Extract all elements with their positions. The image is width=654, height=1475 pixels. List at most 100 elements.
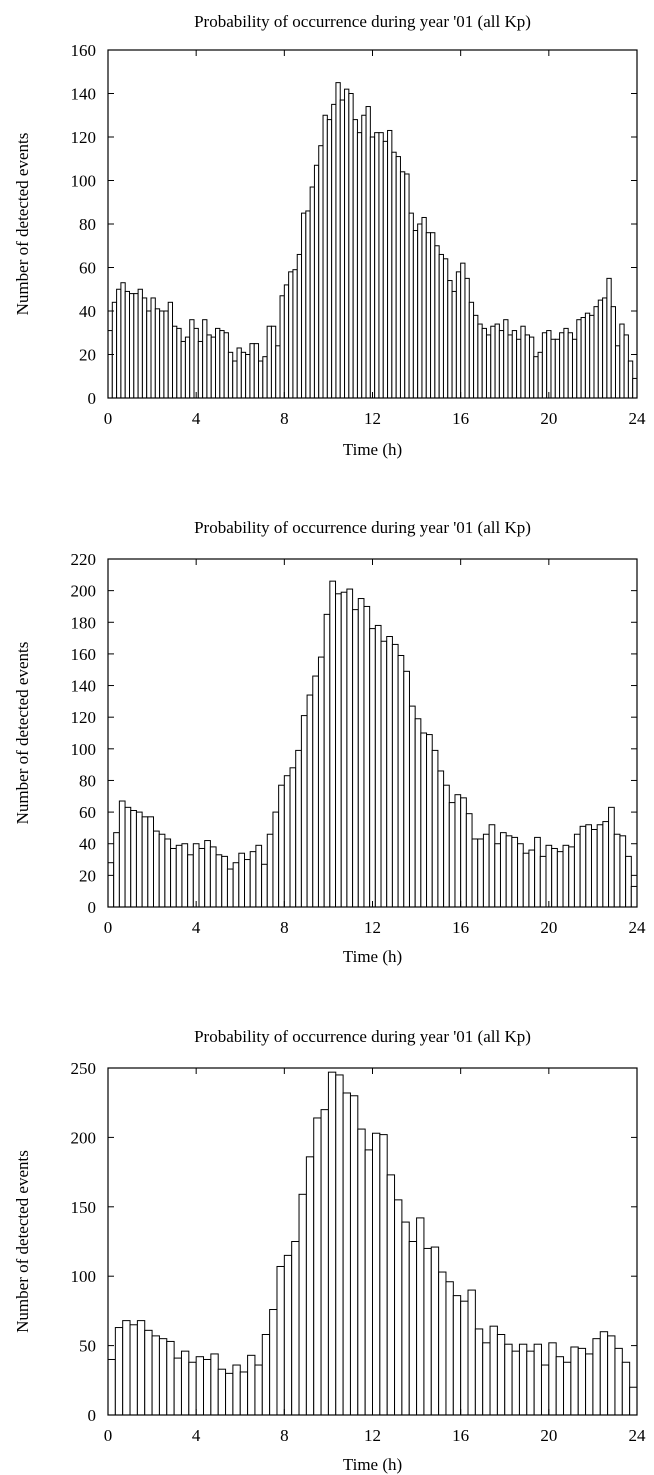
bar bbox=[511, 330, 518, 399]
bar bbox=[120, 282, 126, 399]
bar bbox=[313, 164, 320, 399]
bar bbox=[498, 330, 505, 399]
bar bbox=[474, 1328, 484, 1416]
y-tick-label: 20 bbox=[79, 866, 96, 885]
bar bbox=[326, 119, 333, 399]
bar bbox=[158, 833, 166, 908]
bar bbox=[438, 253, 444, 399]
bar bbox=[394, 1199, 403, 1416]
bar bbox=[335, 593, 342, 908]
bar bbox=[189, 319, 195, 399]
bar bbox=[283, 284, 290, 399]
bar bbox=[361, 114, 367, 399]
bar bbox=[504, 1343, 513, 1416]
bar bbox=[437, 770, 445, 908]
bar bbox=[511, 1350, 520, 1416]
bar bbox=[517, 843, 524, 908]
bar bbox=[401, 1221, 410, 1416]
x-tick-label: 20 bbox=[540, 918, 557, 937]
bar bbox=[597, 299, 604, 399]
bar bbox=[266, 325, 272, 399]
bar bbox=[369, 628, 376, 908]
bar bbox=[551, 847, 558, 908]
chart-panel-2: 0 20 40 60 80 100 120 140 160 180 200 220 0 4 8 12 16 20 2… bbox=[13, 518, 646, 966]
chart-title: Probability of occurrence during year '0… bbox=[194, 1027, 531, 1046]
bar bbox=[107, 862, 115, 908]
bar bbox=[489, 1325, 498, 1416]
bar bbox=[266, 833, 274, 908]
bar bbox=[596, 824, 604, 908]
bar bbox=[518, 1343, 528, 1416]
bar bbox=[275, 345, 281, 399]
bar bbox=[209, 846, 217, 908]
bar bbox=[485, 334, 492, 399]
y-tick-label: 20 bbox=[79, 346, 96, 365]
bar bbox=[570, 1346, 579, 1416]
bar bbox=[629, 1386, 638, 1416]
y-tick-label: 0 bbox=[88, 898, 97, 917]
bar bbox=[206, 334, 212, 399]
bar bbox=[511, 836, 519, 908]
bar bbox=[614, 345, 621, 399]
bar bbox=[602, 297, 608, 399]
bar bbox=[537, 351, 543, 399]
bar bbox=[576, 319, 582, 399]
bar bbox=[507, 334, 513, 399]
bar bbox=[197, 340, 204, 399]
bar bbox=[468, 301, 475, 399]
bar bbox=[625, 855, 632, 908]
bar bbox=[159, 310, 165, 399]
bar bbox=[227, 351, 234, 399]
bar bbox=[150, 297, 156, 399]
bar bbox=[380, 640, 388, 908]
bar bbox=[261, 863, 268, 908]
y-tick-label: 140 bbox=[71, 85, 97, 104]
bar bbox=[563, 1361, 572, 1416]
bar bbox=[312, 675, 319, 908]
bar bbox=[283, 775, 291, 908]
bar bbox=[291, 1241, 300, 1416]
bar bbox=[522, 852, 530, 908]
bar bbox=[114, 1327, 124, 1416]
bar bbox=[176, 327, 182, 399]
bar bbox=[249, 851, 257, 908]
bar bbox=[533, 356, 539, 399]
bar bbox=[348, 93, 354, 399]
bar bbox=[137, 288, 143, 399]
bar bbox=[590, 828, 598, 908]
bar bbox=[573, 833, 581, 908]
y-tick-label: 100 bbox=[71, 740, 97, 759]
bar bbox=[559, 332, 565, 399]
bar bbox=[129, 1324, 138, 1416]
y-tick-label: 40 bbox=[79, 835, 96, 854]
bar bbox=[408, 212, 414, 399]
bar bbox=[116, 288, 122, 399]
bar bbox=[460, 1300, 469, 1416]
bar bbox=[298, 1193, 307, 1416]
bar bbox=[607, 1335, 616, 1416]
bar bbox=[272, 811, 280, 908]
bar bbox=[571, 338, 578, 399]
bar bbox=[404, 173, 410, 399]
bar bbox=[296, 253, 303, 399]
bar bbox=[245, 354, 251, 399]
bar bbox=[534, 836, 541, 908]
bar bbox=[369, 136, 376, 399]
bar bbox=[232, 1364, 241, 1416]
bar bbox=[505, 835, 513, 908]
bar bbox=[425, 232, 432, 399]
x-tick-label: 16 bbox=[452, 918, 469, 937]
bar bbox=[627, 360, 634, 399]
bar bbox=[221, 855, 228, 908]
bar bbox=[382, 140, 389, 399]
bar bbox=[465, 813, 473, 908]
bar bbox=[111, 301, 118, 399]
bar bbox=[623, 334, 629, 399]
bar bbox=[309, 186, 315, 399]
bar bbox=[619, 323, 625, 399]
bar bbox=[391, 151, 397, 399]
x-axis-label: Time (h) bbox=[343, 440, 402, 459]
bar bbox=[423, 1247, 432, 1416]
bar bbox=[262, 356, 268, 399]
bar bbox=[365, 106, 371, 399]
